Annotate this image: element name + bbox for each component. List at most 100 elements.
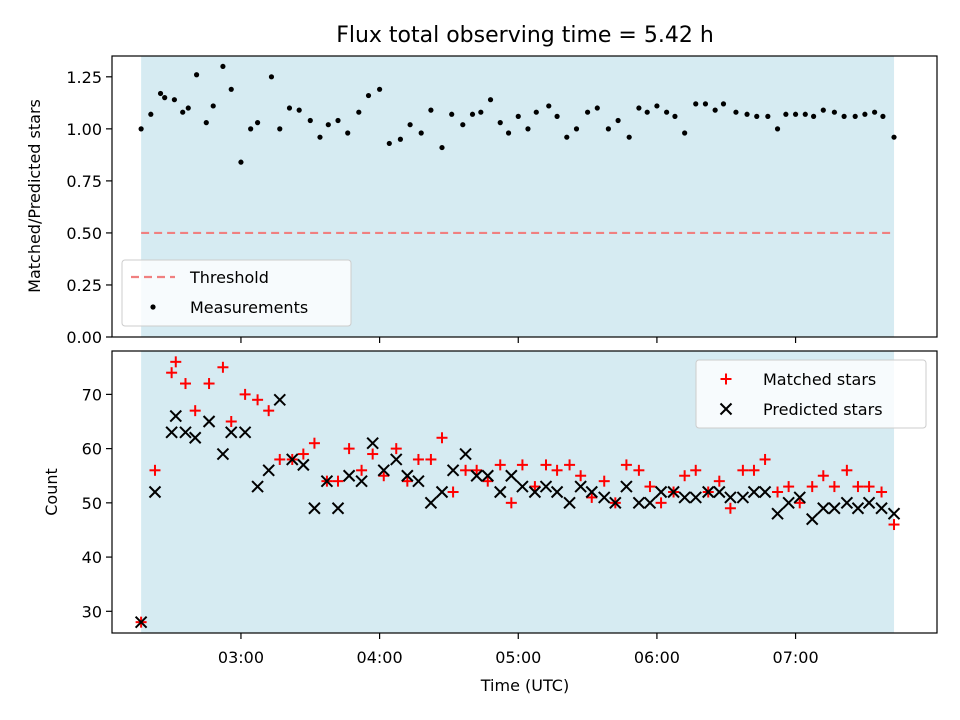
measurement-point — [546, 103, 552, 109]
x-stroke — [887, 507, 901, 520]
count-x-tick-label: 06:00 — [634, 648, 680, 667]
x-axis-label: Time (UTC) — [480, 676, 569, 695]
predicted-point — [758, 485, 772, 499]
x-stroke — [435, 485, 449, 499]
predicted-point — [355, 474, 368, 488]
matched-legend-label: Matched stars — [763, 370, 876, 389]
x-stroke — [505, 469, 518, 482]
predicted-point — [609, 496, 622, 510]
count-y-axis-label: Count — [42, 468, 61, 516]
predicted-point — [424, 496, 438, 510]
measurement-point — [157, 90, 164, 97]
measurement-point — [345, 130, 351, 136]
count-x-tick-label: 05:00 — [495, 648, 541, 667]
measurement-point — [296, 107, 302, 113]
predicted-point — [401, 469, 414, 482]
measurement-point — [693, 101, 699, 107]
x-stroke — [609, 496, 622, 510]
measurement-point — [238, 159, 244, 165]
ratio-y-tick-label: 0.25 — [66, 276, 102, 295]
predicted-point — [390, 453, 403, 466]
predicted-point — [840, 496, 854, 510]
predicted-legend-marker — [719, 402, 733, 416]
measurement-point — [325, 122, 331, 128]
measurement-point — [449, 111, 455, 117]
measurement-point — [852, 113, 858, 119]
x-stroke — [355, 474, 368, 488]
predicted-point — [539, 480, 553, 493]
measurement-point — [335, 117, 341, 124]
x-stroke — [446, 464, 460, 477]
predicted-point — [817, 502, 830, 515]
ratio-legend: Threshold Measurements — [121, 259, 352, 327]
matched-point — [876, 486, 888, 498]
matched-point — [412, 453, 424, 465]
matched-legend-marker — [720, 373, 732, 385]
x-stroke — [148, 485, 162, 499]
x-stroke — [528, 485, 542, 499]
matched-point — [551, 464, 563, 476]
measurement-point — [891, 134, 897, 140]
x-stroke — [862, 496, 876, 510]
x-stroke — [817, 502, 830, 515]
predicted-point — [550, 485, 564, 499]
predicted-point — [747, 485, 761, 499]
matched-point — [748, 464, 760, 476]
measurement-point — [783, 111, 789, 117]
predicted-legend-label: Predicted stars — [763, 400, 883, 419]
x-stroke — [516, 480, 529, 493]
predicted-point — [459, 447, 472, 461]
x-stroke — [719, 402, 733, 416]
x-stroke — [366, 436, 379, 450]
x-stroke — [401, 469, 414, 482]
measurement-point — [792, 111, 799, 117]
predicted-point — [134, 615, 148, 629]
ratio-y-tick-label: 0.75 — [66, 172, 102, 191]
x-stroke — [643, 496, 657, 510]
predicted-point — [366, 436, 379, 450]
measurement-point — [439, 144, 445, 151]
predicted-point — [851, 502, 865, 515]
matched-point — [356, 464, 368, 476]
measurement-point — [820, 107, 826, 113]
x-stroke — [678, 491, 691, 504]
matched-point — [655, 497, 667, 509]
count-y-tick-label: 30 — [82, 602, 102, 621]
x-stroke — [574, 480, 587, 493]
x-stroke — [286, 453, 299, 466]
ratio-y-axis-label: Matched/Predicted stars — [25, 99, 44, 293]
matched-point — [888, 519, 900, 531]
x-stroke — [297, 458, 310, 472]
predicted-point — [202, 415, 216, 428]
matched-point — [425, 453, 437, 465]
predicted-point — [736, 491, 750, 504]
count-panel: 30 40 50 60 70 03:00 04:00 05:00 06:00 07:00 Coun… — [42, 350, 938, 695]
measurement-point — [307, 117, 313, 124]
measurement-point — [428, 107, 434, 113]
x-stroke — [225, 426, 238, 439]
x-stroke — [165, 426, 178, 439]
measurement-point — [377, 86, 383, 92]
measurement-point — [162, 95, 168, 101]
x-stroke — [585, 485, 598, 499]
measurement-point — [497, 120, 503, 126]
measurement-point — [180, 109, 186, 115]
measurement-point — [210, 103, 216, 109]
measurement-point — [720, 101, 727, 107]
predicted-point — [320, 474, 334, 488]
measurement-point — [138, 126, 144, 132]
figure-title: Flux total observing time = 5.42 h — [336, 23, 714, 48]
measurement-point — [584, 109, 591, 115]
x-stroke — [713, 485, 726, 499]
x-stroke — [134, 615, 148, 629]
predicted-point — [179, 426, 192, 439]
matched-point — [841, 464, 853, 476]
matched-point — [828, 481, 840, 493]
count-plot-frame — [111, 350, 938, 634]
predicted-point — [667, 485, 680, 499]
matched-point — [149, 464, 161, 476]
x-stroke — [424, 496, 438, 510]
predicted-point — [297, 458, 310, 472]
measurement-point — [554, 113, 560, 119]
measurement-point — [185, 105, 191, 111]
